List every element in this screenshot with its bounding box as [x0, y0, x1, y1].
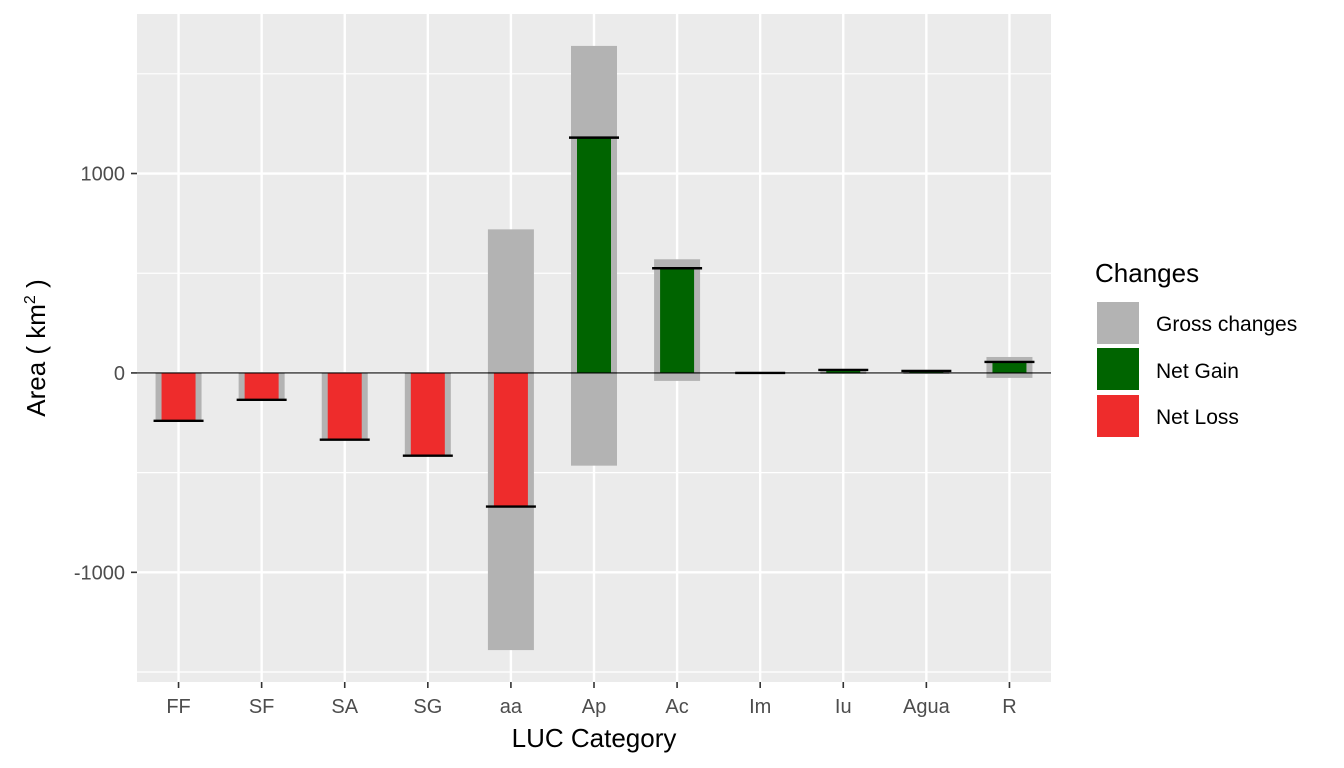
y-axis-title-prefix: Area ( km [21, 304, 51, 417]
legend-label-net-gain: Net Gain [1156, 360, 1239, 383]
x-tick-label: SA [331, 696, 358, 718]
x-tick-label: aa [500, 696, 523, 718]
legend: Changes Gross changes Net Gain Net Loss [1095, 258, 1297, 439]
legend-label-net-loss: Net Loss [1156, 406, 1239, 429]
net-loss-bar-SA [327, 372, 362, 440]
y-tick-label: -1000 [74, 562, 125, 584]
net-loss-bar-SF [244, 372, 279, 400]
y-tick-label: 1000 [81, 164, 126, 186]
net-gain-bar-Iu [826, 369, 861, 373]
net-loss-bar-FF [161, 372, 196, 421]
x-axis-title: LUC Category [512, 723, 677, 753]
legend-swatch-gross [1095, 300, 1141, 346]
x-tick-label: Ap [582, 696, 606, 718]
net-loss-bar-SG [410, 372, 445, 456]
x-tick-label: Im [749, 696, 771, 718]
net-markers [153, 136, 1035, 508]
net-gain-bar-R [992, 361, 1027, 373]
legend-item-gross: Gross changes [1095, 300, 1297, 346]
legend-label-gross: Gross changes [1156, 313, 1297, 336]
y-axis-title-superscript: 2 [22, 295, 39, 304]
legend-title: Changes [1095, 258, 1199, 288]
x-tick-label: Iu [835, 696, 852, 718]
x-axis-ticks: FF SF SA SG aa Ap Ac Im Iu Agua R [166, 682, 1017, 718]
x-tick-label: R [1002, 696, 1016, 718]
net-gain-bar-Ap [577, 137, 611, 373]
net-gain-bar-Ac [660, 268, 695, 373]
x-tick-label: SF [249, 696, 275, 718]
legend-item-net-gain: Net Gain [1095, 346, 1239, 392]
net-loss-bar-aa [493, 372, 528, 507]
legend-item-net-loss: Net Loss [1095, 393, 1239, 439]
x-tick-label: Ac [665, 696, 688, 718]
legend-swatch-net-loss [1095, 393, 1141, 439]
x-tick-label: FF [166, 696, 190, 718]
y-tick-label: 0 [114, 363, 125, 385]
x-tick-label: SG [413, 696, 442, 718]
x-tick-label: Agua [903, 696, 951, 718]
y-axis-title-suffix: ) [21, 279, 51, 295]
net-bars [161, 137, 1027, 507]
legend-swatch-net-gain [1095, 346, 1141, 392]
y-axis-title: Area ( km2 ) [21, 279, 51, 416]
y-axis-ticks: -1000 0 1000 [74, 164, 137, 584]
